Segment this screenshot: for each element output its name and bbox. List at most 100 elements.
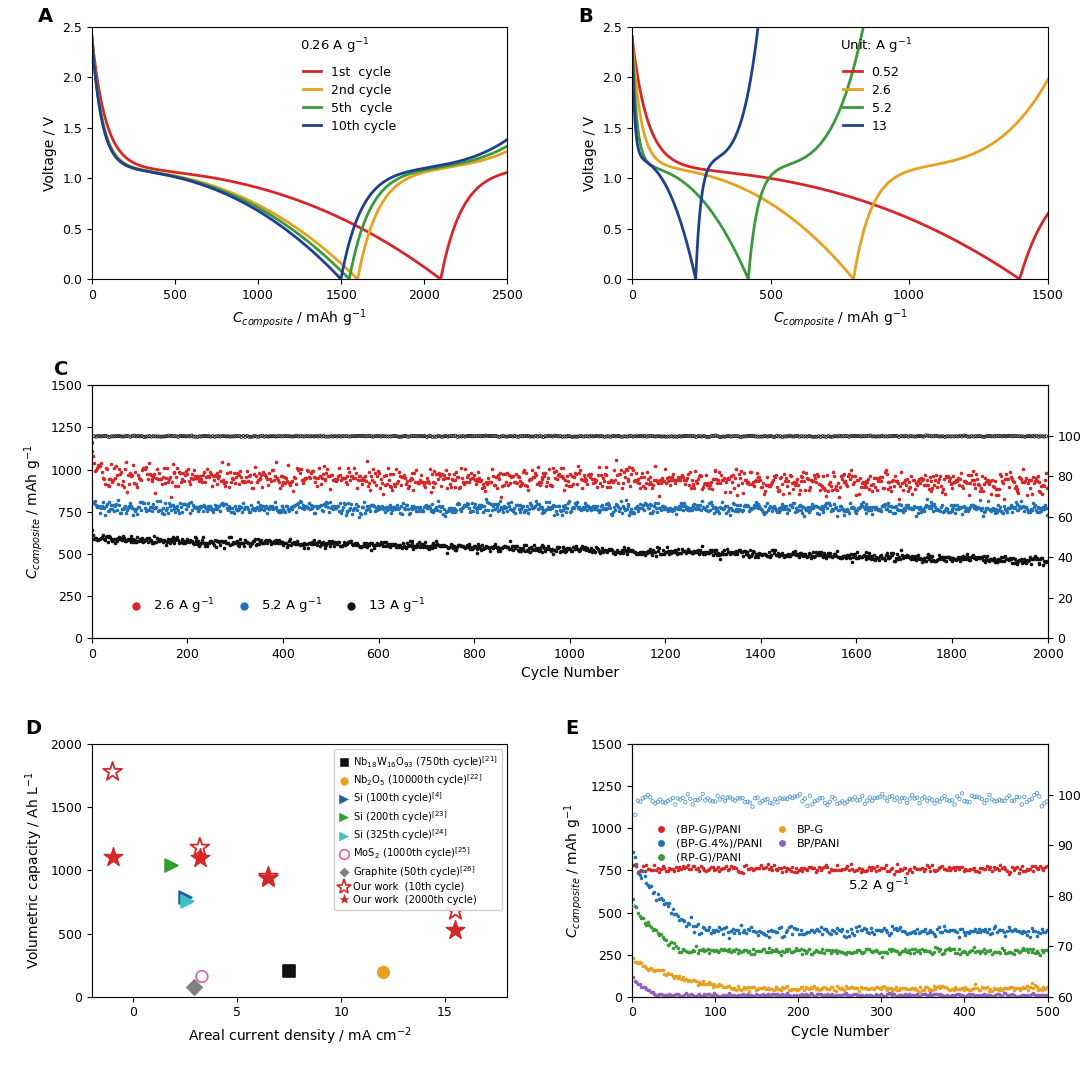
Point [379,459,396,477]
Point [963,941,981,958]
Point [1009,858,1026,875]
Point [1012,552,1029,569]
Point [864,550,881,567]
Point [518,498,536,515]
Point [148,533,165,550]
Point [389,497,406,514]
Point [860,470,877,487]
Point [953,465,970,482]
Point [129,478,146,495]
Point [758,495,775,512]
Point [877,980,894,997]
Point [735,543,753,560]
Point [822,473,839,490]
Point [810,982,827,999]
Point [785,980,802,997]
Point [973,791,990,808]
Point [434,470,451,487]
Point [897,477,915,494]
Point [720,940,738,957]
Point [804,859,821,876]
Point [546,427,564,445]
Point [645,477,662,494]
Point [834,548,851,565]
Point [630,975,647,992]
Point [572,471,590,488]
Point [824,548,841,565]
Point [237,498,254,515]
Point [912,979,929,996]
Point [630,954,647,971]
Point [920,551,937,568]
Point [949,501,967,518]
Point [784,988,801,1005]
Point [980,471,997,488]
Point [213,533,230,550]
Point [573,499,591,516]
Point [702,544,719,561]
Point [599,473,617,490]
Point [544,427,562,445]
Point [726,545,743,562]
Point [460,473,477,490]
Point [812,943,829,960]
Point [321,468,338,485]
Point [442,500,459,517]
Point [623,504,640,521]
Point [267,427,284,445]
Point [896,472,914,489]
Point [944,792,961,809]
Point [84,448,102,465]
Point [711,547,728,564]
Point [636,547,653,564]
Point [1026,987,1043,1004]
Point [295,539,312,556]
Point [872,469,889,486]
Point [944,922,961,939]
Point [615,545,632,562]
Point [845,549,862,566]
Point [787,981,805,998]
Point [990,982,1008,999]
Point [409,503,427,520]
Point [985,943,1002,960]
Point [908,986,926,1003]
Point [905,551,922,568]
Point [90,499,107,516]
Point [620,496,637,513]
Point [228,501,245,518]
Point [987,481,1004,498]
Point [240,501,257,518]
Point [721,484,739,501]
Point [203,501,220,518]
Point [745,478,762,495]
Point [707,503,725,520]
Point [927,472,944,489]
Point [193,497,211,514]
Point [966,859,983,876]
Point [1013,550,1030,567]
Point [1013,857,1030,874]
Point [654,928,672,946]
Point [510,501,527,518]
Point [288,496,306,513]
Point [490,467,508,484]
Point [1038,499,1055,516]
Point [848,504,865,521]
Point [347,500,364,517]
Point [377,533,394,550]
Point [895,942,913,959]
Point [543,478,561,495]
Point [583,498,600,515]
Point [158,501,175,518]
Point [150,533,167,550]
Point [311,498,328,515]
Point [855,980,873,997]
Point [1000,986,1017,1003]
Point [975,980,993,997]
Point [654,891,672,908]
Point [550,498,567,515]
Point [988,504,1005,521]
Point [341,427,359,445]
Point [993,502,1010,519]
